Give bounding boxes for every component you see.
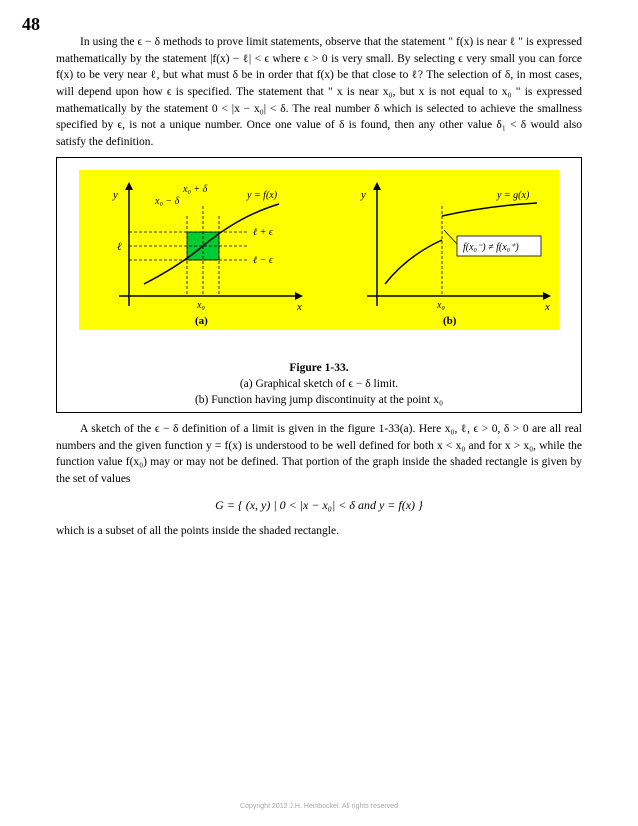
caption-title: Figure 1-33.	[289, 362, 348, 374]
copyright-notice: Copyright 2012 J.H. Heinbockel. All righ…	[0, 803, 638, 810]
svg-text:y = g(x): y = g(x)	[496, 190, 530, 201]
caption-b: (b) Function having jump discontinuity a…	[195, 394, 443, 406]
svg-text:x: x	[296, 301, 302, 313]
svg-text:x₀: x₀	[196, 300, 205, 311]
svg-text:y: y	[360, 189, 366, 201]
page-number: 48	[22, 14, 40, 35]
para2-text: A sketch of the ϵ − δ definition of a li…	[56, 423, 582, 485]
para1-text: In using the ϵ − δ methods to prove limi…	[56, 36, 582, 148]
caption-a: (a) Graphical sketch of ϵ − δ limit.	[240, 378, 398, 390]
figure-box: y x y = f(x) ℓ + ϵ ℓ − ϵ ℓ x₀ + δ	[56, 157, 582, 413]
svg-text:y: y	[112, 189, 118, 201]
svg-text:x: x	[544, 301, 550, 313]
svg-text:ℓ − ϵ: ℓ − ϵ	[253, 255, 274, 266]
svg-text:ℓ: ℓ	[117, 241, 122, 253]
svg-text:x₀ − δ: x₀ − δ	[154, 196, 180, 207]
para3-text: which is a subset of all the points insi…	[56, 525, 339, 537]
paragraph-1: In using the ϵ − δ methods to prove limi…	[56, 34, 582, 151]
paragraph-2: A sketch of the ϵ − δ definition of a li…	[56, 421, 582, 488]
svg-text:x₀ + δ: x₀ + δ	[182, 184, 208, 195]
svg-text:ℓ + ϵ: ℓ + ϵ	[253, 227, 274, 238]
svg-text:x₀: x₀	[436, 300, 445, 311]
svg-text:y = f(x): y = f(x)	[246, 190, 278, 201]
math-set: G = { (x, y) | 0 < |x − x₀| < δ and y = …	[56, 498, 582, 513]
figure-svg: y x y = f(x) ℓ + ϵ ℓ − ϵ ℓ x₀ + δ	[69, 166, 569, 356]
svg-text:(a): (a)	[195, 315, 208, 327]
figure-caption: Figure 1-33. (a) Graphical sketch of ϵ −…	[65, 360, 573, 408]
svg-text:(b): (b)	[443, 315, 457, 327]
page-content: In using the ϵ − δ methods to prove limi…	[0, 0, 638, 539]
paragraph-3: which is a subset of all the points insi…	[56, 523, 582, 540]
svg-text:f(x₀⁻) ≠ f(x₀⁺): f(x₀⁻) ≠ f(x₀⁺)	[463, 242, 519, 253]
